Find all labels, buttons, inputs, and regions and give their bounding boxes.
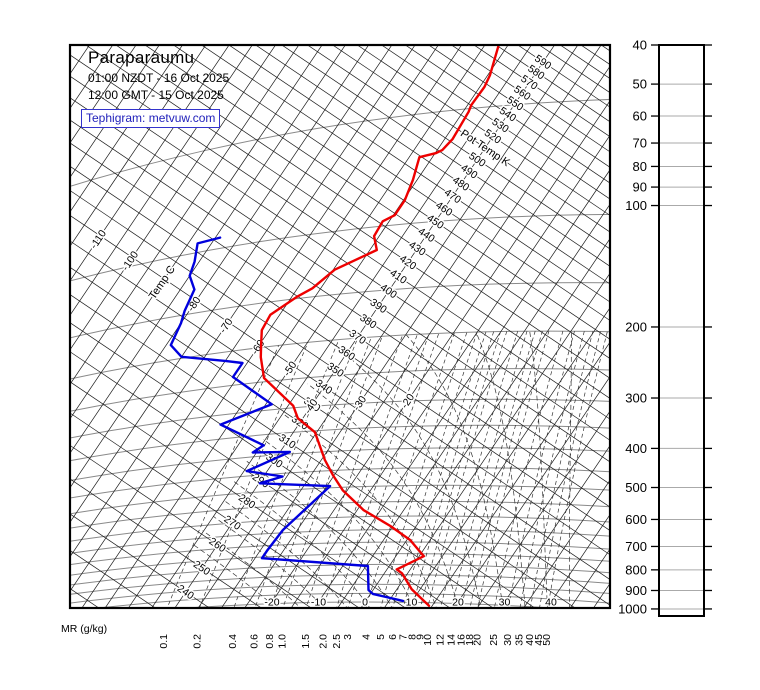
svg-text:700: 700 bbox=[625, 539, 647, 554]
svg-text:390: 390 bbox=[368, 296, 389, 316]
svg-text:370: 370 bbox=[347, 327, 368, 347]
station-title: Paraparaumu bbox=[88, 48, 195, 67]
svg-text:410: 410 bbox=[388, 267, 409, 287]
mixing-ratio-lines bbox=[166, 330, 608, 608]
svg-text:260: 260 bbox=[207, 535, 228, 555]
svg-text:30: 30 bbox=[502, 634, 514, 646]
svg-text:0: 0 bbox=[362, 597, 368, 609]
svg-text:45: 45 bbox=[533, 634, 545, 646]
svg-text:70: 70 bbox=[633, 136, 647, 151]
chart-border bbox=[68, 43, 612, 610]
svg-text:360: 360 bbox=[336, 344, 357, 364]
svg-text:Temp C: Temp C bbox=[147, 264, 178, 302]
svg-text:350: 350 bbox=[325, 360, 346, 380]
svg-text:35: 35 bbox=[514, 634, 526, 646]
svg-text:10: 10 bbox=[406, 597, 418, 609]
svg-text:300: 300 bbox=[625, 391, 647, 406]
svg-text:600: 600 bbox=[625, 512, 647, 527]
local-time-line: 01:00 NZDT - 16 Oct 2025 bbox=[88, 71, 230, 85]
svg-text:50: 50 bbox=[541, 634, 553, 646]
svg-text:10: 10 bbox=[422, 634, 434, 646]
svg-text:-50: -50 bbox=[281, 359, 300, 378]
mr-axis: MR (g/kg)0.1 0.2 0.4 0.6 0.8 1.0 1.5 2.0 2.5 3 4 5 6… bbox=[61, 623, 553, 649]
svg-text:-20: -20 bbox=[264, 597, 279, 609]
svg-text:90: 90 bbox=[633, 180, 647, 195]
svg-text:40: 40 bbox=[524, 634, 536, 646]
svg-text:400: 400 bbox=[378, 282, 399, 302]
svg-text:-10: -10 bbox=[311, 597, 326, 609]
mr-axis-title: MR (g/kg) bbox=[61, 623, 107, 635]
svg-text:270: 270 bbox=[222, 513, 243, 533]
svg-text:40: 40 bbox=[633, 38, 647, 53]
svg-text:-60: -60 bbox=[249, 338, 268, 357]
svg-text:-20: -20 bbox=[399, 392, 418, 411]
svg-text:420: 420 bbox=[397, 253, 418, 273]
svg-text:230: 230 bbox=[158, 608, 179, 628]
svg-text:4: 4 bbox=[361, 634, 373, 640]
svg-text:16: 16 bbox=[455, 634, 467, 646]
svg-text:50: 50 bbox=[633, 77, 647, 92]
svg-text:18: 18 bbox=[464, 634, 476, 646]
svg-text:25: 25 bbox=[488, 634, 500, 646]
svg-text:60: 60 bbox=[633, 109, 647, 124]
svg-text:-70: -70 bbox=[217, 316, 236, 335]
svg-text:200: 200 bbox=[625, 319, 647, 334]
svg-text:0.6: 0.6 bbox=[248, 634, 260, 649]
svg-text:400: 400 bbox=[625, 441, 647, 456]
svg-text:8: 8 bbox=[406, 634, 418, 640]
svg-text:1.5: 1.5 bbox=[300, 634, 312, 649]
svg-text:0.1: 0.1 bbox=[158, 634, 170, 649]
svg-text:7: 7 bbox=[397, 634, 409, 640]
svg-text:800: 800 bbox=[625, 562, 647, 577]
svg-text:380: 380 bbox=[357, 312, 378, 332]
svg-text:500: 500 bbox=[625, 480, 647, 495]
header-block: Paraparaumu 01:00 NZDT - 16 Oct 2025 12:… bbox=[88, 48, 229, 102]
svg-text:2.5: 2.5 bbox=[331, 634, 343, 649]
svg-text:5: 5 bbox=[375, 634, 387, 640]
svg-text:40: 40 bbox=[545, 597, 557, 609]
svg-text:1000: 1000 bbox=[618, 601, 647, 616]
svg-text:6: 6 bbox=[387, 634, 399, 640]
metvuw-link[interactable]: Tephigram: metvuw.com bbox=[81, 109, 221, 128]
svg-text:30: 30 bbox=[499, 597, 511, 609]
pressure-scale: 40 50 60 70 80 90 100 200 300 400 500 600 700 800 900 1… bbox=[618, 38, 712, 617]
grid-labels: 2302402502602702802903003103203303403503… bbox=[86, 51, 558, 628]
svg-text:20: 20 bbox=[472, 634, 484, 646]
svg-text:320: 320 bbox=[289, 413, 310, 433]
svg-text:14: 14 bbox=[446, 634, 458, 646]
svg-text:0.2: 0.2 bbox=[192, 634, 204, 649]
saturated-adiabat-lines bbox=[191, 331, 572, 608]
temperature-trace bbox=[259, 45, 500, 607]
svg-text:-30: -30 bbox=[351, 394, 370, 413]
svg-text:2.0: 2.0 bbox=[317, 634, 329, 649]
svg-text:0.4: 0.4 bbox=[227, 634, 239, 649]
svg-text:100: 100 bbox=[625, 198, 647, 213]
utc-time-line: 12:00 GMT - 15 Oct 2025 bbox=[88, 88, 224, 102]
svg-text:3: 3 bbox=[342, 634, 354, 640]
svg-text:20: 20 bbox=[452, 597, 464, 609]
svg-text:12: 12 bbox=[435, 634, 447, 646]
svg-text:9: 9 bbox=[415, 634, 427, 640]
svg-text:80: 80 bbox=[633, 159, 647, 174]
svg-text:0.8: 0.8 bbox=[264, 634, 276, 649]
svg-text:900: 900 bbox=[625, 583, 647, 598]
dewpoint-trace bbox=[169, 236, 405, 603]
svg-text:1.0: 1.0 bbox=[277, 634, 289, 649]
pressure-scale-border bbox=[658, 44, 705, 617]
